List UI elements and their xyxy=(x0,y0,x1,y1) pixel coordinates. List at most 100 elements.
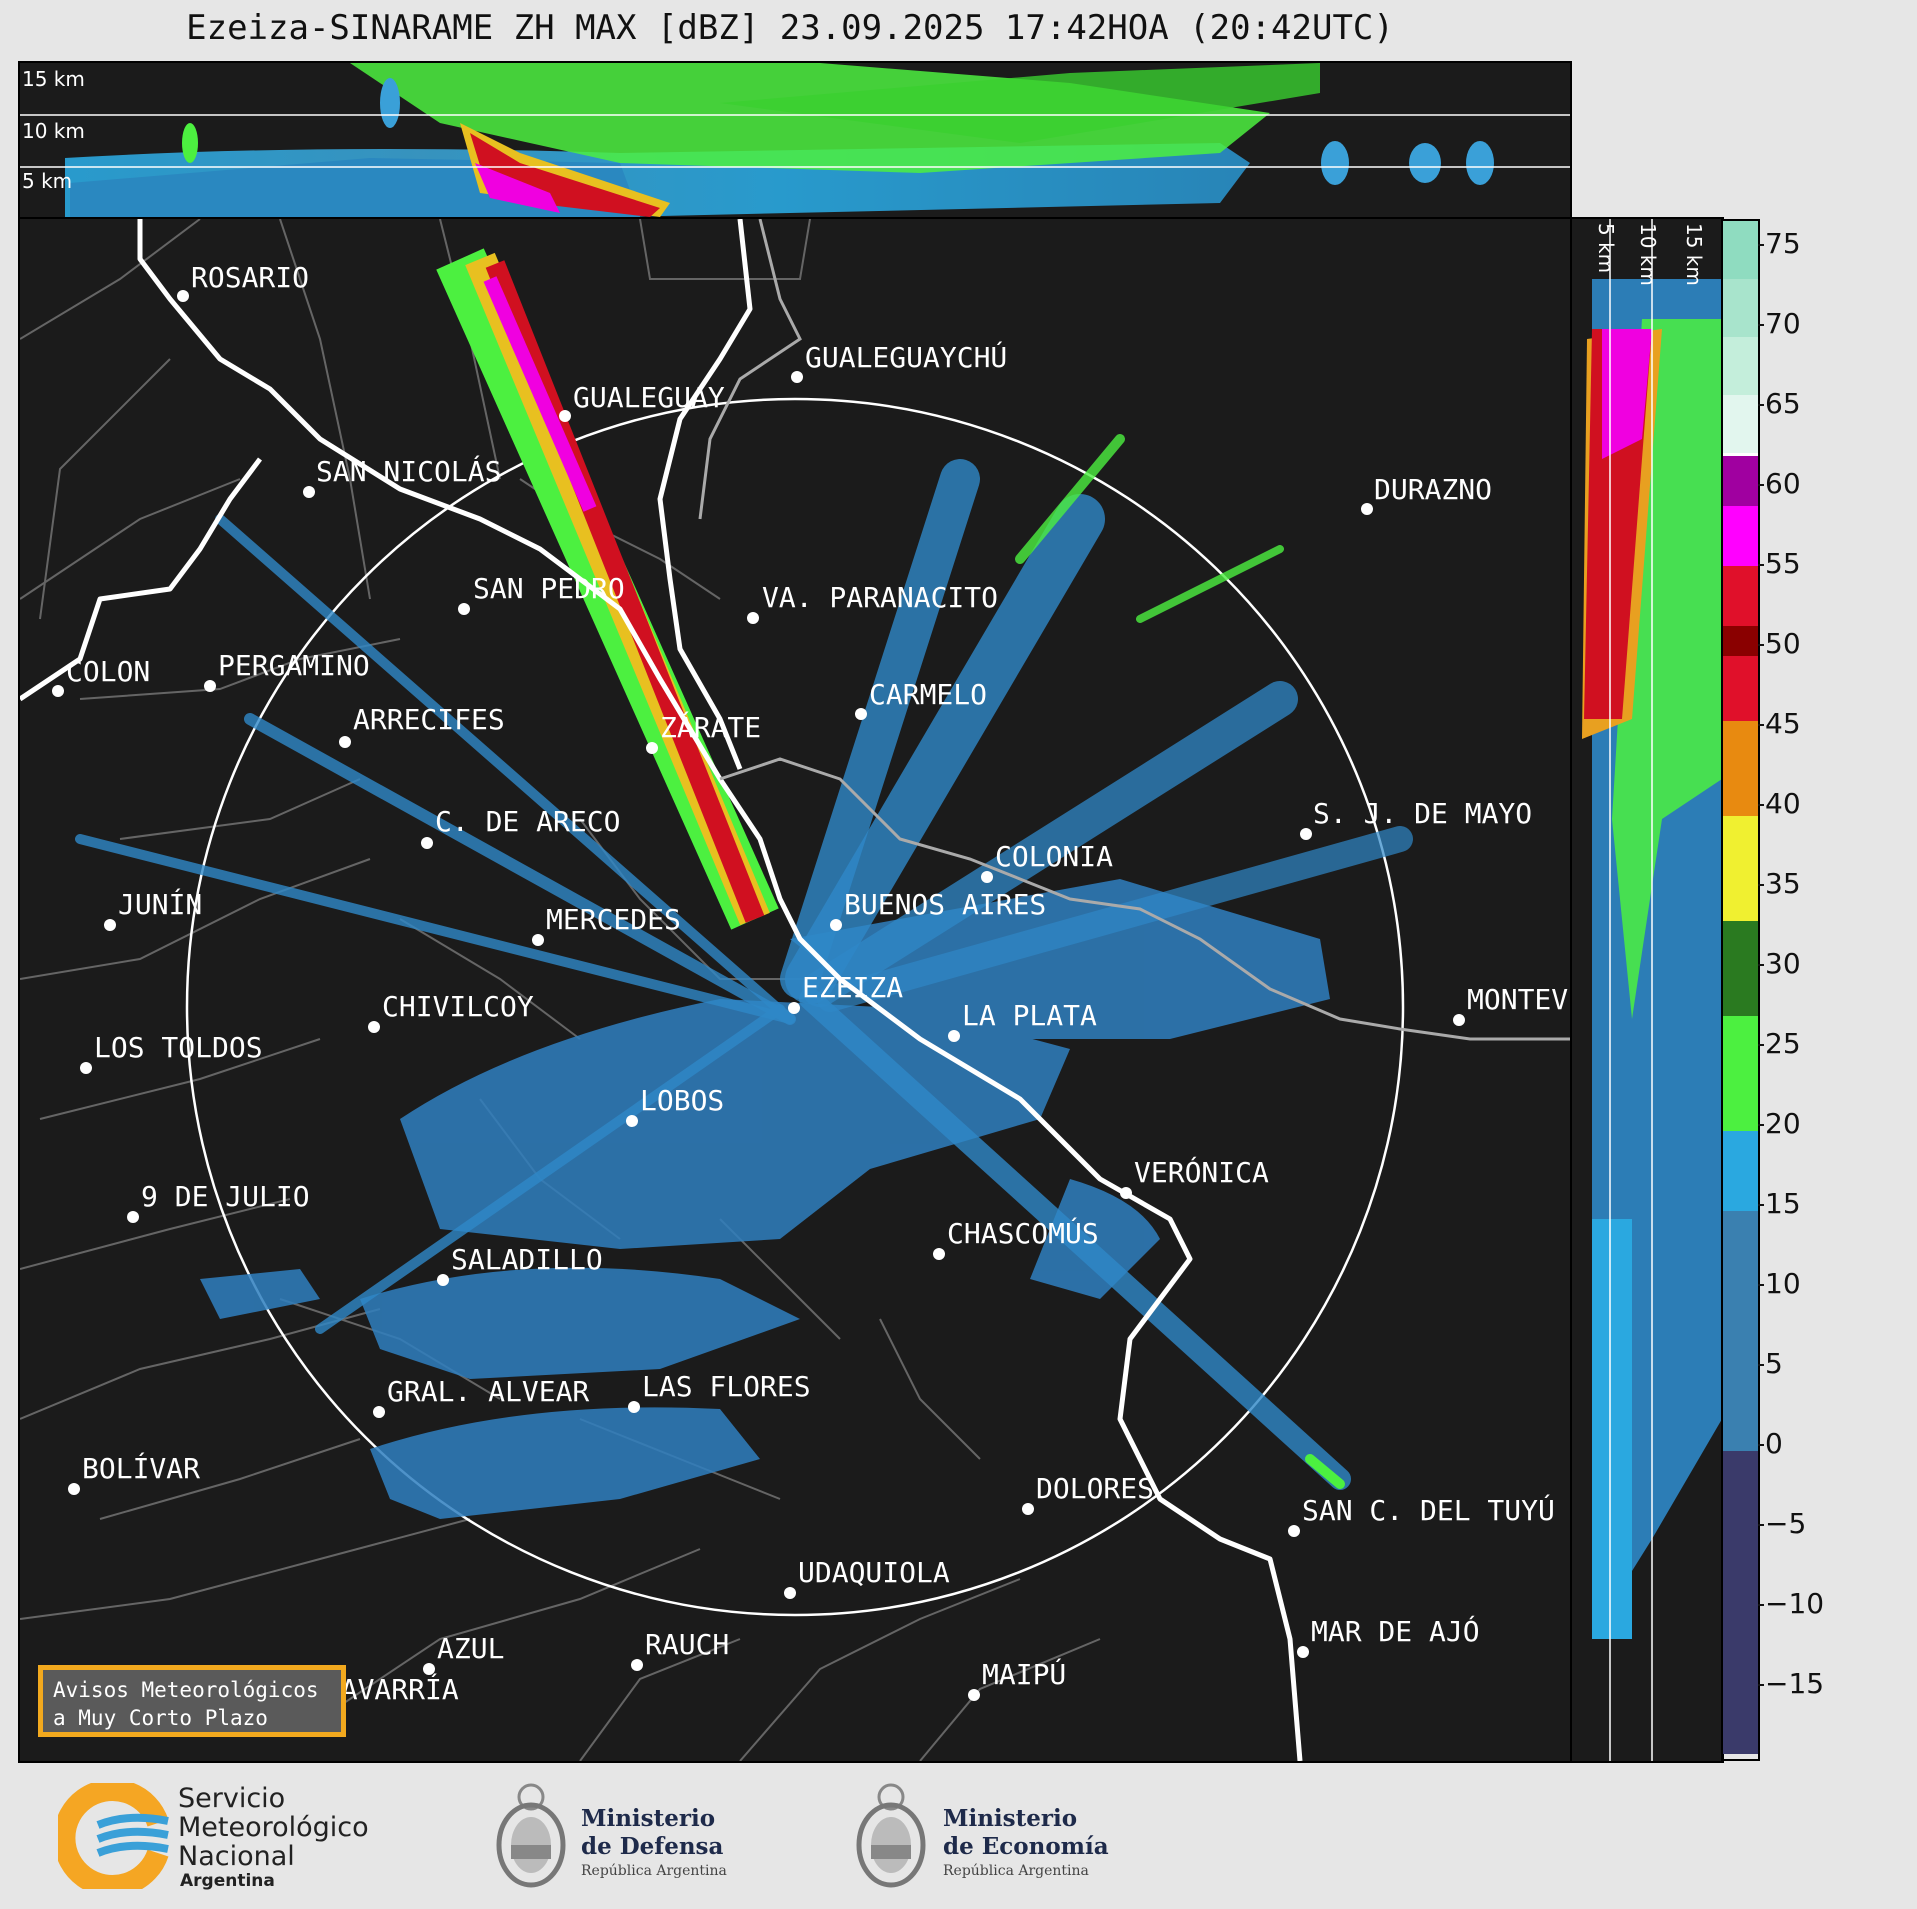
colorbar-tick-label: 35 xyxy=(1765,867,1801,900)
city-dot xyxy=(784,1587,796,1599)
colorbar-tick-mark xyxy=(1758,1524,1764,1526)
city-label-carmelo: CARMELO xyxy=(869,678,988,711)
colorbar-tick-mark xyxy=(1758,644,1764,646)
economia-logo[interactable]: Ministerio de Economía República Argenti… xyxy=(855,1775,1135,1895)
city-label-sj-de-mayo: S. J. DE MAYO xyxy=(1313,797,1533,830)
radar-map[interactable]: ROSARIO GUALEGUAYCHÚ GUALEGUAY SAN NICOL… xyxy=(18,217,1572,1763)
colorbar-tick-mark xyxy=(1758,804,1764,806)
city-dot xyxy=(339,736,351,748)
avisos-button[interactable]: Avisos Meteorológicos a Muy Corto Plazo xyxy=(38,1665,346,1737)
city-dot xyxy=(458,603,470,615)
colorbar-tick-label: 20 xyxy=(1765,1107,1801,1140)
city-dot xyxy=(1361,503,1373,515)
smn-line2: Meteorológico xyxy=(178,1812,369,1843)
colorbar-tick-label: 0 xyxy=(1765,1427,1783,1460)
colorbar-tick-label: −10 xyxy=(1765,1587,1825,1620)
city-label-chivilcoy: CHIVILCOY xyxy=(382,990,534,1023)
chart-title: Ezeiza-SINARAME ZH MAX [dBZ] 23.09.2025 … xyxy=(186,8,1394,48)
city-label-gualeguaychu: GUALEGUAYCHÚ xyxy=(805,341,1008,374)
colorbar-tick-mark xyxy=(1758,244,1764,246)
city-dot xyxy=(559,410,571,422)
colorbar-tick-label: 60 xyxy=(1765,467,1801,500)
colorbar-tick-mark xyxy=(1758,1124,1764,1126)
defensa-line2: de Defensa xyxy=(581,1833,724,1860)
city-label-rosario: ROSARIO xyxy=(191,261,310,294)
city-label-dolores: DOLORES xyxy=(1036,1472,1155,1505)
city-label-buenos-aires: BUENOS AIRES xyxy=(844,888,1047,921)
avisos-line1: Avisos Meteorológicos xyxy=(53,1678,319,1702)
colorbar-tick-label: 15 xyxy=(1765,1187,1801,1220)
defensa-line1: Ministerio xyxy=(581,1805,716,1832)
avisos-line2: a Muy Corto Plazo xyxy=(53,1706,268,1730)
top-label-15km: 15 km xyxy=(22,67,85,91)
colorbar-segment xyxy=(1723,221,1758,279)
city-label-san-c-del-tuyu: SAN C. DEL TUYÚ xyxy=(1302,1494,1555,1527)
city-label-gral-alvear: GRAL. ALVEAR xyxy=(387,1375,590,1408)
colorbar-segment xyxy=(1723,279,1758,337)
city-label-saladillo: SALADILLO xyxy=(451,1243,603,1276)
city-dot xyxy=(1297,1646,1309,1658)
colorbar-tick-label: 55 xyxy=(1765,547,1801,580)
city-label-san-nicolas: SAN NICOLÁS xyxy=(316,455,502,488)
colorbar-segment xyxy=(1723,656,1758,721)
colorbar-tick-mark xyxy=(1758,1204,1764,1206)
city-dot xyxy=(747,612,759,624)
city-markers xyxy=(52,290,1465,1717)
city-label-san-pedro: SAN PEDRO xyxy=(473,572,625,605)
city-dot xyxy=(423,1663,435,1675)
city-label-montevideo: MONTEVIDEO xyxy=(1467,983,1570,1016)
city-label-lobos: LOBOS xyxy=(640,1084,725,1117)
echo-intense-line xyxy=(436,248,779,930)
colorbar-segment xyxy=(1723,1131,1758,1211)
colorbar-tick-label: 30 xyxy=(1765,947,1801,980)
city-label-maipu: MAIPÚ xyxy=(982,1658,1067,1691)
colorbar-tick-label: 25 xyxy=(1765,1027,1801,1060)
colorbar-ramp xyxy=(1723,221,1758,1754)
colorbar-segment xyxy=(1723,1561,1758,1754)
colorbar-segment xyxy=(1723,1371,1758,1451)
colorbar-tick-mark xyxy=(1758,1044,1764,1046)
city-label-c-de-areco: C. DE ARECO xyxy=(435,805,621,838)
smn-logo-icon xyxy=(58,1783,169,1889)
economia-line2: de Economía xyxy=(943,1833,1109,1860)
city-dot xyxy=(933,1248,945,1260)
top-core-magenta xyxy=(475,163,560,213)
side-cross-section: 5 km 10 km 15 km xyxy=(1570,217,1724,1763)
smn-logo[interactable]: Servicio Meteorológico Nacional Argentin… xyxy=(58,1783,398,1891)
colorbar-tick-label: 50 xyxy=(1765,627,1801,660)
city-label-9-de-julio: 9 DE JULIO xyxy=(141,1180,310,1213)
colorbar-segment xyxy=(1723,337,1758,395)
colorbar-segment xyxy=(1723,456,1758,506)
city-label-bolivar: BOLÍVAR xyxy=(82,1452,201,1485)
top-blob xyxy=(1321,141,1349,185)
defensa-logo[interactable]: Ministerio de Defensa República Argentin… xyxy=(495,1775,755,1895)
radar-map-plot xyxy=(20,219,1570,1761)
smn-line1: Servicio xyxy=(178,1783,286,1814)
echo-radial-streaks xyxy=(75,434,1413,1490)
city-label-mar-de-ajo: MAR DE AJÓ xyxy=(1311,1615,1480,1648)
side-magenta xyxy=(1602,329,1652,459)
city-dot xyxy=(855,708,867,720)
colorbar-tick-mark xyxy=(1758,484,1764,486)
colorbar-tick-mark xyxy=(1758,1284,1764,1286)
top-blob xyxy=(182,123,198,163)
colorbar-segment xyxy=(1723,816,1758,921)
city-labels: ROSARIO GUALEGUAYCHÚ GUALEGUAY SAN NICOL… xyxy=(20,219,1570,1761)
city-label-colon: COLON xyxy=(66,655,151,688)
city-label-arrecifes: ARRECIFES xyxy=(353,703,505,736)
colorbar-tick-mark xyxy=(1758,324,1764,326)
colorbar-tick-mark xyxy=(1758,1444,1764,1446)
shield-icon xyxy=(496,1783,566,1888)
colorbar-tick-mark xyxy=(1758,1604,1764,1606)
city-dot xyxy=(204,680,216,692)
shield-icon xyxy=(856,1783,926,1888)
city-dot xyxy=(1300,828,1312,840)
side-echo-lower xyxy=(1592,1219,1632,1639)
city-dot xyxy=(437,1274,449,1286)
city-dot xyxy=(791,371,803,383)
city-dot xyxy=(1120,1187,1132,1199)
colorbar-tick-mark xyxy=(1758,724,1764,726)
top-cross-section: 15 km 10 km 5 km xyxy=(18,61,1572,219)
city-dot xyxy=(1022,1503,1034,1515)
city-dot xyxy=(177,290,189,302)
